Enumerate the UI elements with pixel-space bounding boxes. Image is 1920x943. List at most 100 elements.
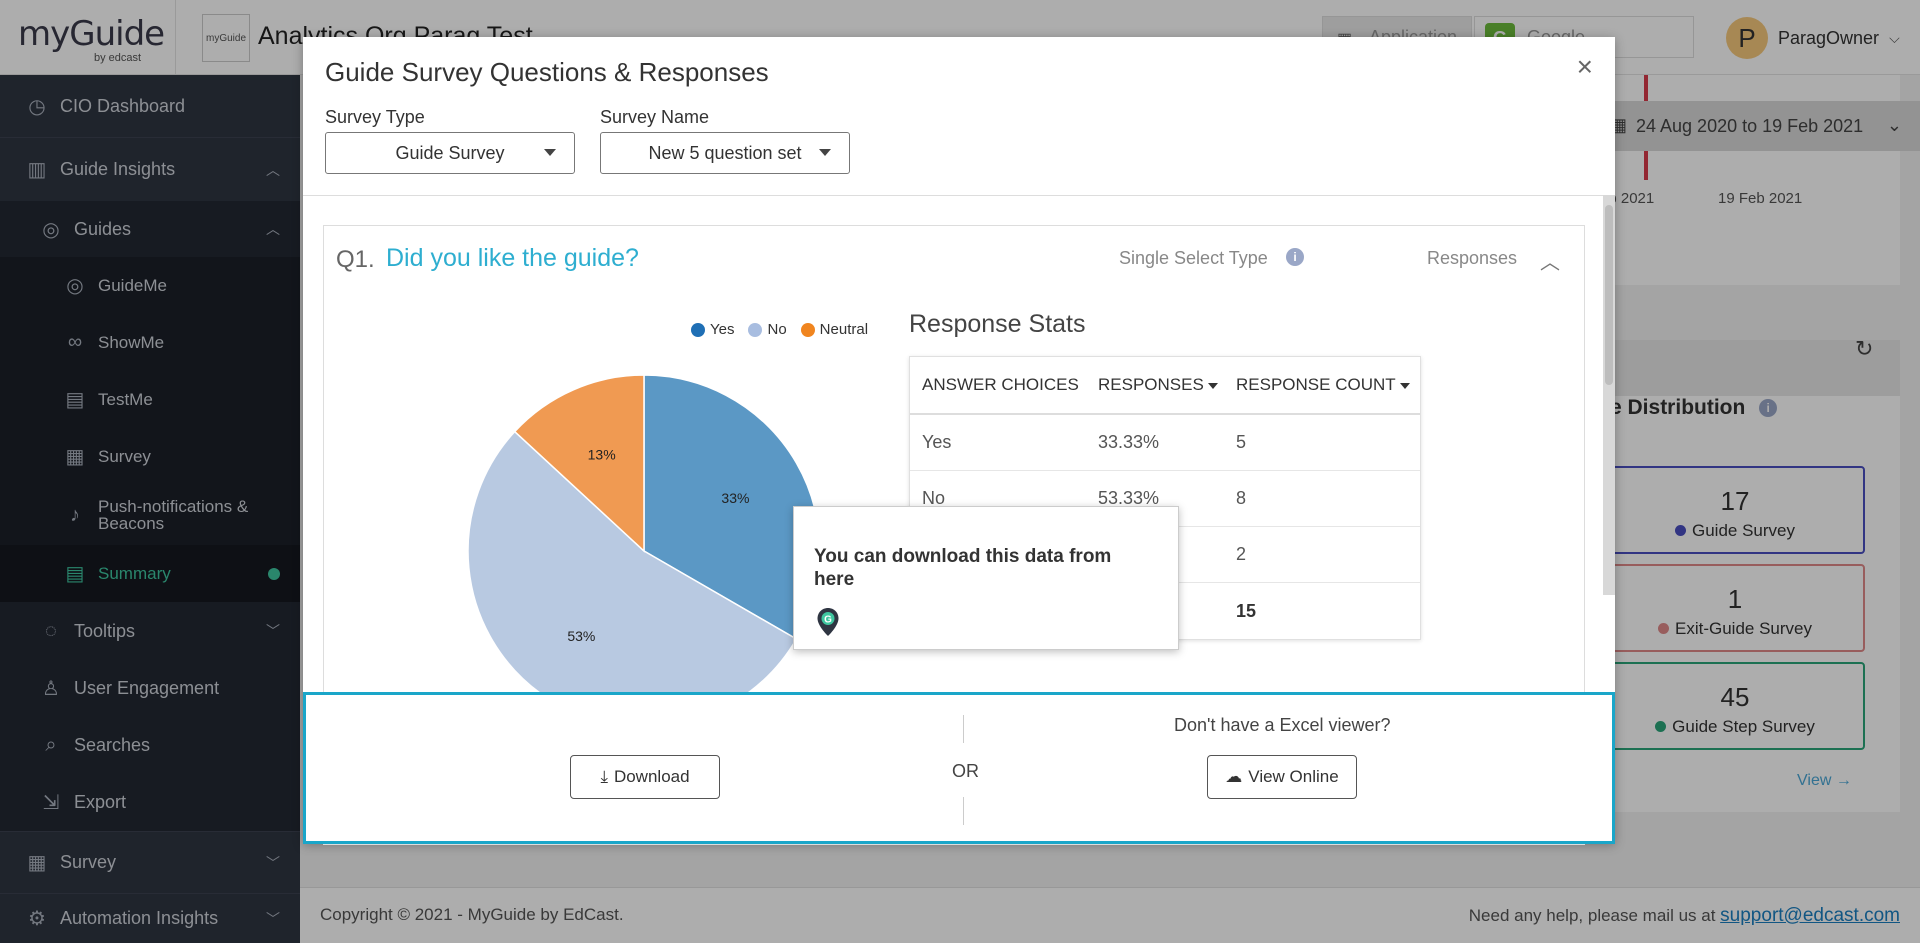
sidebar-item-survey[interactable]: ▦ Survey: [0, 428, 300, 485]
survey-type-label: Survey Type: [325, 107, 425, 127]
caret-down-icon: [544, 149, 556, 156]
chevron-up-icon: ︿: [266, 221, 280, 237]
logo-text: myGuide: [18, 14, 165, 54]
survey-name-label: Survey Name: [600, 107, 710, 127]
col-answer-choices: ANSWER CHOICES: [922, 375, 1079, 394]
stat-guide-step-survey[interactable]: 45 Guide Step Survey: [1605, 662, 1865, 750]
info-icon[interactable]: i: [1286, 248, 1304, 266]
modal-divider: [303, 195, 1615, 196]
export-icon: ⇲: [42, 792, 60, 814]
or-label: OR: [952, 761, 979, 781]
chevron-down-icon: ﹀: [266, 910, 280, 927]
divider-line: [963, 715, 964, 743]
pie-data-label: 33%: [721, 490, 749, 506]
user-name: ParagOwner: [1778, 27, 1880, 48]
table-total-row: 15: [1236, 600, 1257, 621]
summary-icon: ▤: [65, 563, 85, 585]
response-stats-table: ANSWER CHOICES RESPONSES RESPONSE COUNT …: [909, 356, 1421, 640]
survey-name-select[interactable]: New 5 question set: [600, 132, 850, 174]
org-logo: myGuide: [202, 14, 250, 62]
stat-exit-guide-survey[interactable]: 1 Exit-Guide Survey: [1605, 564, 1865, 652]
chevron-down-icon: ⌄: [1886, 115, 1902, 135]
pie-data-label: 53%: [567, 628, 595, 644]
sidebar-item-automation-insights[interactable]: ⚙ Automation Insights ﹀: [0, 893, 300, 943]
myguide-pin-icon[interactable]: G: [816, 607, 840, 637]
pie-slice-neutral[interactable]: [513, 374, 645, 553]
responses-toggle-label[interactable]: Responses: [1427, 248, 1518, 268]
sidebar-item-export[interactable]: ⇲ Export: [0, 774, 300, 831]
view-link[interactable]: View →: [1797, 772, 1852, 789]
chevron-down-icon: ﹀: [266, 854, 280, 871]
survey-icon: ▦: [65, 446, 85, 468]
legend-item-neutral[interactable]: Neutral: [800, 321, 868, 338]
chevron-up-icon: ︿: [266, 161, 280, 178]
svg-text:G: G: [824, 615, 832, 626]
user-icon: ♙: [42, 678, 60, 700]
chart-marker-line: [1644, 150, 1648, 180]
sidebar-item-survey-section[interactable]: ▦ Survey ﹀: [0, 831, 300, 893]
no-excel-text: Don't have a Excel viewer?: [1174, 715, 1391, 735]
question-number: Q1.: [336, 246, 375, 273]
legend-swatch: [691, 322, 705, 337]
cloud-icon: ☁: [1225, 767, 1243, 786]
close-icon[interactable]: ×: [1576, 51, 1593, 82]
table-header: ANSWER CHOICES RESPONSES RESPONSE COUNT: [910, 357, 1420, 415]
sidebar-item-summary[interactable]: ▤ Summary: [0, 545, 300, 602]
support-email-link[interactable]: support@edcast.com: [1720, 905, 1900, 926]
modal-scrollbar[interactable]: [1603, 195, 1615, 595]
sidebar-item-testme[interactable]: ▤ TestMe: [0, 371, 300, 428]
compass-icon: ◎: [42, 218, 60, 241]
logo-subtext: by edcast: [94, 52, 142, 64]
chevron-down-icon: ⌵: [1889, 29, 1900, 46]
chevron-down-icon: ﹀: [266, 623, 280, 639]
copyright-text: Copyright © 2021 - MyGuide by EdCast.: [320, 905, 624, 924]
download-bar: ⤓ Download OR Don't have a Excel viewer?…: [303, 692, 1615, 844]
help-text: Need any help, please mail us at support…: [1468, 905, 1900, 926]
col-response-count[interactable]: RESPONSE COUNT: [1224, 375, 1420, 395]
sidebar-item-guides[interactable]: ◎ Guides ︿: [0, 201, 300, 257]
sidebar-item-cio-dashboard[interactable]: ◷ CIO Dashboard: [0, 75, 300, 137]
question-text: Did you like the guide?: [386, 244, 639, 272]
legend-swatch: [748, 322, 763, 337]
sidebar-item-searches[interactable]: ⌕ Searches: [0, 717, 300, 774]
clipboard-icon: ▤: [65, 389, 85, 411]
sort-icon: [1207, 382, 1218, 389]
sidebar-item-tooltips[interactable]: ◌ Tooltips ﹀: [0, 602, 300, 660]
bell-icon: ♪: [70, 503, 80, 526]
view-online-button[interactable]: ☁ View Online: [1207, 755, 1357, 799]
sidebar-item-showme[interactable]: ∞ ShowMe: [0, 314, 300, 371]
legend-item-yes[interactable]: Yes: [691, 321, 734, 338]
modal-title: Guide Survey Questions & Responses: [325, 57, 769, 87]
chevron-up-icon[interactable]: ︿: [1540, 252, 1560, 274]
myguide-logo[interactable]: myGuide by edcast: [18, 14, 165, 66]
binoculars-icon: ∞: [67, 331, 83, 353]
date-range-picker[interactable]: ▦ 24 Aug 2020 to 19 Feb 2021 ⌄: [1600, 101, 1920, 151]
speedometer-icon: ◷: [28, 95, 46, 118]
survey-icon: ▦: [27, 852, 47, 874]
survey-type-select[interactable]: Guide Survey: [325, 132, 575, 174]
refresh-icon[interactable]: ↻: [1855, 336, 1874, 361]
search-icon: ⌕: [45, 734, 57, 756]
distribution-title: e Distribution i: [1610, 396, 1778, 420]
pie-chart: 33% 53% 13%: [467, 374, 821, 728]
avatar: P: [1726, 17, 1768, 59]
pie-data-label: 13%: [588, 446, 616, 462]
divider-line: [963, 797, 964, 825]
user-menu[interactable]: P ParagOwner ⌵: [1726, 16, 1900, 60]
sidebar-item-user-engagement[interactable]: ♙ User Engagement: [0, 660, 300, 717]
sidebar-item-guideme[interactable]: ◎ GuideMe: [0, 257, 300, 314]
tooltip-text: You can download this data from here: [814, 546, 1112, 590]
active-indicator: [268, 567, 280, 580]
download-button[interactable]: ⤓ Download: [570, 755, 720, 799]
sidebar-item-guide-insights[interactable]: ▥ Guide Insights ︿: [0, 137, 300, 201]
guide-tooltip: You can download this data from here G: [793, 506, 1179, 650]
scrollbar-thumb[interactable]: [1605, 205, 1613, 385]
col-responses[interactable]: RESPONSES: [1086, 375, 1224, 395]
sidebar: ◷ CIO Dashboard ▥ Guide Insights ︿ ◎ Gui…: [0, 75, 300, 943]
response-stats-title: Response Stats: [909, 310, 1086, 338]
tooltip-icon: ◌: [45, 619, 57, 642]
legend-item-no[interactable]: No: [748, 321, 787, 338]
sidebar-item-push-notifications[interactable]: ♪ Push-notifications & Beacons: [0, 485, 300, 545]
download-icon: ⤓: [600, 767, 608, 786]
table-row: Yes 33.33% 5: [910, 415, 1420, 471]
